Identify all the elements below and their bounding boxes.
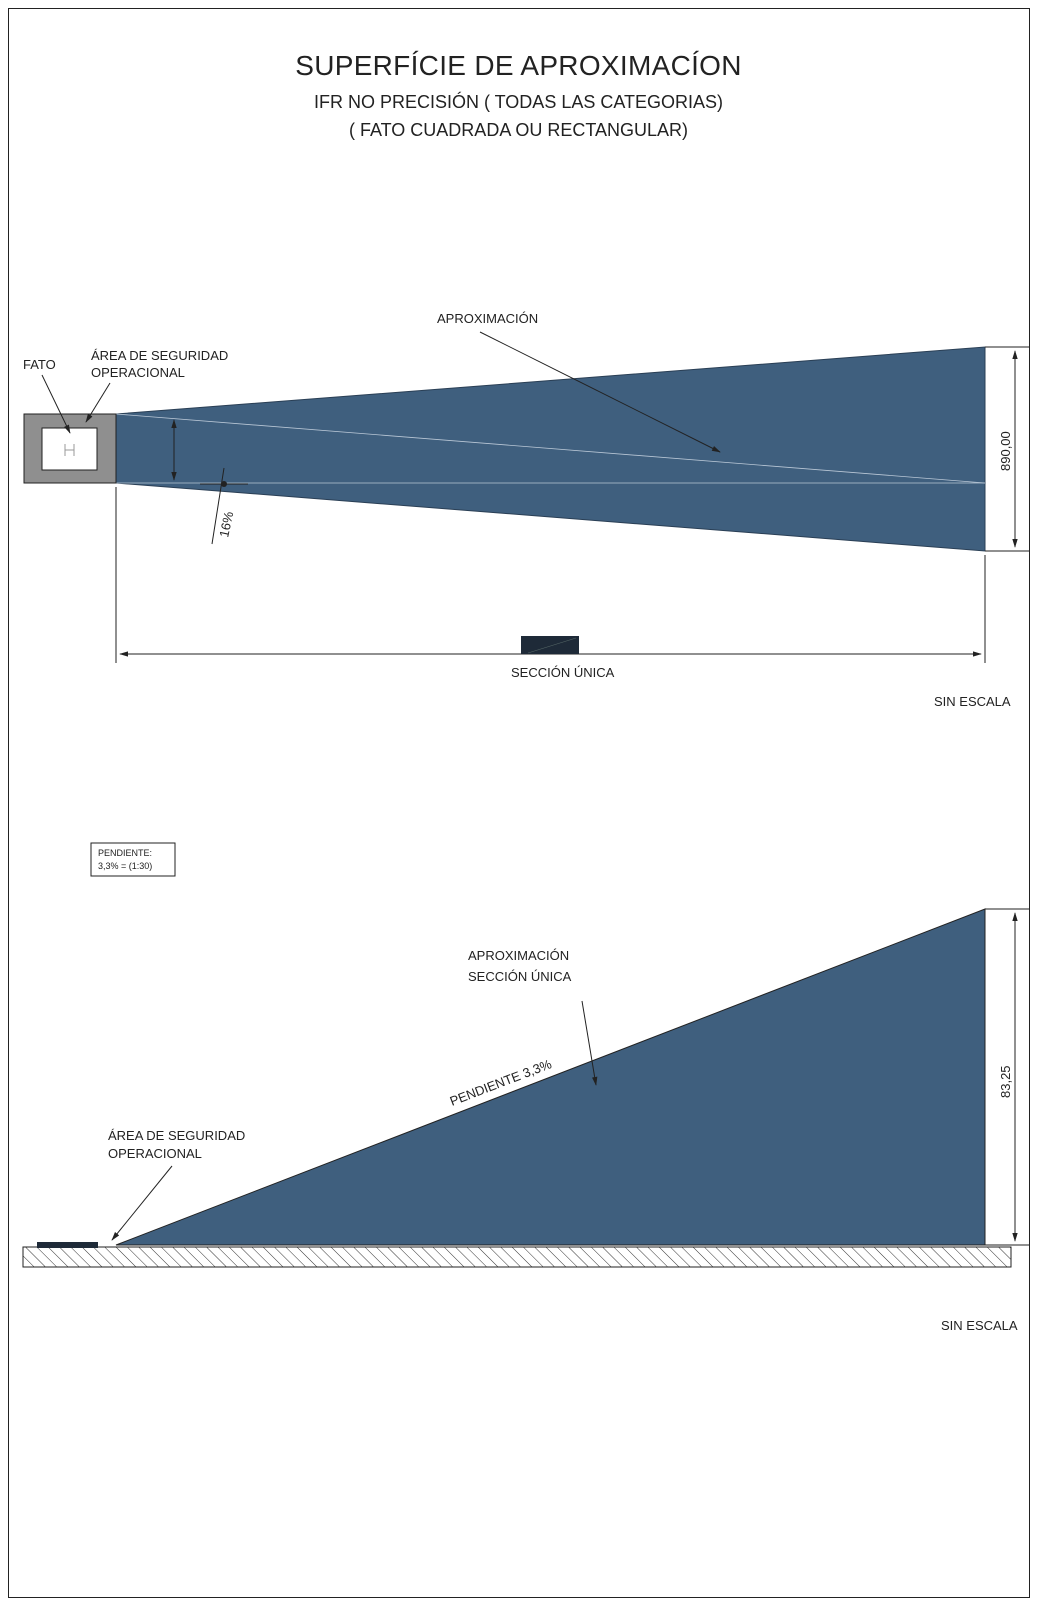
leader-area-plan <box>85 382 111 423</box>
leader-aproximacion-profile <box>581 1000 598 1086</box>
label-height-dimension: 83,25 <box>998 1065 1013 1098</box>
drawing-sheet <box>8 8 1030 1598</box>
label-divergence: 16% <box>216 510 236 539</box>
label-area-plan-1: ÁREA DE SEGURIDAD <box>91 348 228 363</box>
approach-surface-plan <box>115 346 986 552</box>
leader-area-profile <box>111 1165 173 1241</box>
ground-line <box>22 1246 1012 1268</box>
section-marker-hatch <box>527 637 577 654</box>
profile-view: PENDIENTE: 3,3% = (1:30) APROXIMACIÓN SE… <box>22 842 1030 1333</box>
section-marker <box>521 636 579 654</box>
drawing-subtitle: IFR NO PRECISIÓN ( TODAS LAS CATEGORIAS) <box>313 92 724 112</box>
label-aproximacion-profile-1: APROXIMACIÓN <box>468 948 569 963</box>
drawing-subtitle-2: ( FATO CUADRADA OU RECTANGULAR) <box>348 120 689 140</box>
label-fato: FATO <box>23 357 56 372</box>
fato-plan <box>41 427 98 471</box>
label-width-dimension: 890,00 <box>998 431 1013 471</box>
divergence-node <box>221 481 227 487</box>
leader-aproximacion <box>479 331 721 453</box>
approach-surface-profile <box>115 908 986 1246</box>
plan-view: APROXIMACIÓN FATO ÁREA DE SEGURIDAD OPER… <box>23 311 1030 709</box>
slope-note-box <box>90 842 176 877</box>
scale-note-profile: SIN ESCALA <box>941 1318 1018 1333</box>
label-area-profile-1: ÁREA DE SEGURIDAD <box>108 1128 245 1143</box>
label-aproximacion-plan: APROXIMACIÓN <box>437 311 538 326</box>
drawing-title: SUPERFÍCIE DE APROXIMACÍON <box>295 50 742 81</box>
reference-line <box>115 413 986 484</box>
label-area-profile-2: OPERACIONAL <box>108 1146 202 1161</box>
leader-fato <box>41 374 71 434</box>
label-section-plan: SECCIÓN ÚNICA <box>511 665 615 680</box>
fato-h-marking <box>64 444 75 456</box>
label-area-plan-2: OPERACIONAL <box>91 365 185 380</box>
safety-area-profile <box>37 1242 98 1248</box>
slope-note-line2: 3,3% = (1:30) <box>98 861 152 871</box>
scale-note-plan: SIN ESCALA <box>934 694 1011 709</box>
divergence-leader <box>211 467 225 545</box>
slope-note-line1: PENDIENTE: <box>98 848 152 858</box>
label-aproximacion-profile-2: SECCIÓN ÚNICA <box>468 969 572 984</box>
